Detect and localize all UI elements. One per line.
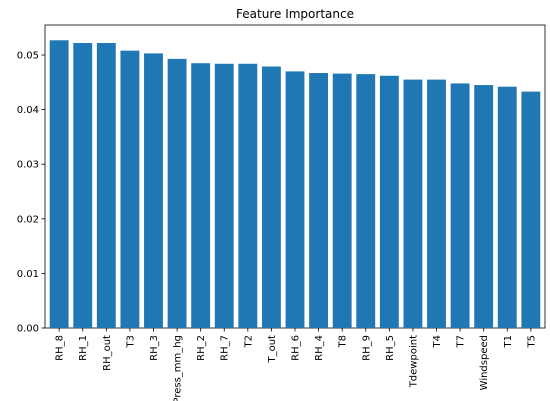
bar-rh-1 [73, 43, 93, 329]
bar-rh-8 [49, 40, 69, 328]
bar-rh-6 [285, 71, 305, 329]
bar-rh-9 [356, 74, 376, 328]
x-tick-label: RH_4 [314, 335, 325, 361]
x-tick-label: T8 [338, 335, 349, 348]
x-tick-label: Tdewpoint [408, 335, 419, 388]
y-tick-label: 0.00 [17, 324, 39, 335]
x-tick-label: Press_mm_hg [173, 335, 184, 401]
y-tick-label: 0.04 [17, 105, 39, 116]
bar-windspeed [474, 85, 494, 329]
x-tick-label: T5 [526, 335, 537, 348]
x-tick-label: RH_3 [149, 335, 160, 361]
x-tick-label: T_out [267, 335, 278, 364]
bar-rh-7 [214, 63, 234, 329]
bar-tdewpoint [403, 79, 423, 328]
y-tick-label: 0.01 [17, 269, 39, 280]
x-tick-label: T4 [432, 335, 443, 348]
bar-t7 [450, 83, 470, 328]
x-tick-label: RH_1 [78, 335, 89, 361]
x-axis: RH_8 RH_1 RH_out T3 RH_3 Press_mm_hg RH_2 RH_7 T… [55, 328, 537, 401]
bar-t5 [521, 91, 541, 328]
chart-title: Feature Importance [236, 7, 354, 21]
bar-t1 [497, 86, 517, 328]
bar-rh-out [96, 43, 116, 329]
y-tick-label: 0.05 [17, 51, 39, 62]
x-tick-label: RH_2 [196, 335, 207, 361]
x-tick-label: RH_6 [291, 335, 302, 361]
bar-t-out [261, 66, 281, 329]
bar-rh-2 [191, 63, 211, 328]
bar-t8 [332, 73, 352, 328]
bar-t2 [238, 63, 258, 329]
x-tick-label: RH_5 [385, 335, 396, 361]
x-tick-label: RH_out [102, 335, 113, 371]
bar-rh-4 [309, 73, 329, 328]
bars [49, 40, 541, 329]
x-tick-label: T3 [125, 335, 136, 348]
y-axis: 0.00 0.01 0.02 0.03 0.04 0.05 [17, 51, 45, 335]
x-tick-label: T1 [503, 335, 514, 348]
x-tick-label: Windspeed [479, 335, 490, 390]
y-tick-label: 0.02 [17, 214, 39, 225]
bar-t4 [427, 79, 446, 328]
x-tick-label: T7 [456, 335, 467, 348]
y-tick-label: 0.03 [17, 160, 39, 171]
bar-t3 [120, 50, 140, 329]
x-tick-label: RH_7 [220, 335, 231, 361]
x-tick-label: T2 [243, 335, 254, 348]
x-tick-label: RH_9 [361, 335, 372, 361]
x-tick-label: RH_8 [55, 335, 66, 361]
bar-rh-3 [144, 53, 163, 328]
bar-rh-5 [379, 75, 399, 328]
bar-press-mm-hg [167, 58, 187, 329]
